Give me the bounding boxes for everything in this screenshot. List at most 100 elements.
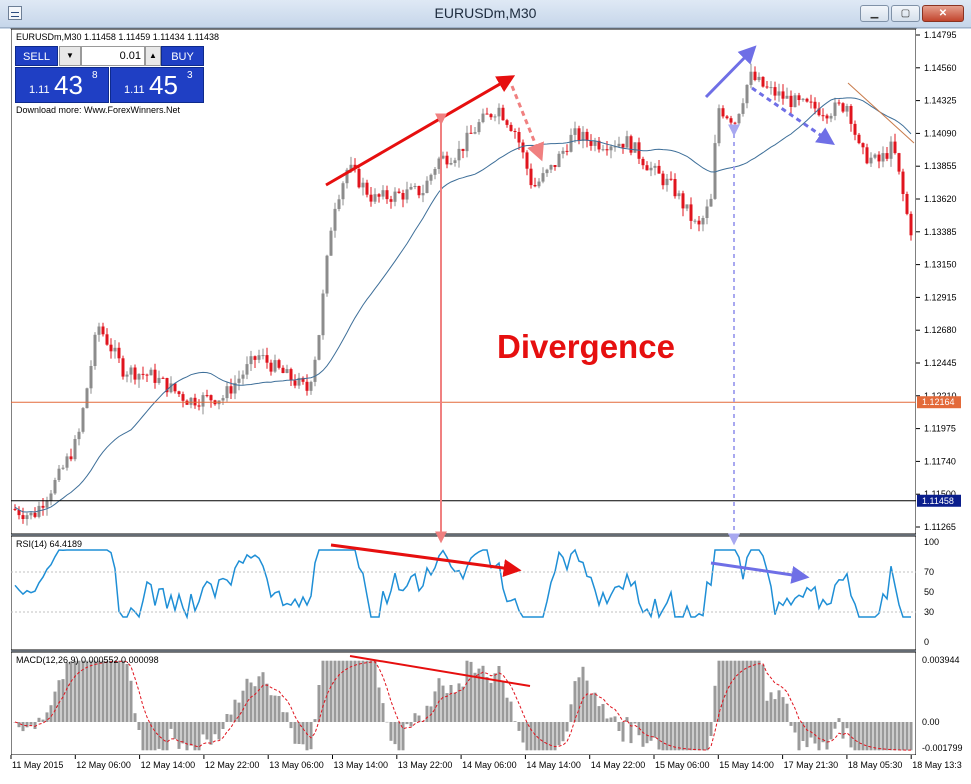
macd-histogram-bar (133, 713, 137, 722)
macd-histogram-bar (289, 722, 293, 729)
macd-histogram-bar (345, 660, 349, 722)
macd-histogram-bar (85, 660, 89, 722)
candle-body (361, 182, 365, 188)
macd-histogram-bar (761, 664, 765, 722)
chart-area[interactable]: 1.14795 1.14560 1.14325 1.14090 1.13855 1.136… (0, 27, 971, 784)
candle-body (229, 386, 233, 394)
macd-panel[interactable] (13, 660, 913, 751)
macd-histogram-bar (41, 719, 45, 722)
macd-histogram-bar (809, 722, 813, 738)
sell-quote[interactable]: 1.11 43 8 (15, 67, 109, 103)
macd-histogram-bar (77, 660, 81, 722)
sell-button[interactable]: SELL (15, 46, 58, 66)
candle-body (273, 360, 277, 372)
macd-histogram-bar (897, 722, 901, 751)
candle-body (205, 395, 209, 397)
macd-histogram-bar (33, 722, 37, 729)
lot-dropdown-button[interactable]: ▼ (59, 46, 81, 66)
candle-body (393, 191, 397, 202)
candle-body (281, 367, 285, 373)
macd-histogram-bar (749, 660, 753, 722)
buy-button[interactable]: BUY (161, 46, 204, 66)
macd-histogram-bar (317, 685, 321, 722)
rsi-tick-label: 70 (924, 567, 934, 577)
candle-body (761, 76, 765, 87)
macd-histogram-bar (105, 660, 109, 722)
macd-histogram-bar (549, 722, 553, 751)
candle-body (77, 431, 81, 440)
macd-histogram-bar (605, 718, 609, 722)
macd-histogram-bar (769, 692, 773, 722)
macd-histogram-bar (157, 722, 161, 749)
buy-quote[interactable]: 1.11 45 3 (110, 67, 204, 103)
macd-histogram-bar (737, 660, 741, 722)
buy-quote-prefix: 1.11 (124, 84, 145, 96)
candle-body (153, 369, 157, 383)
candle-body (549, 165, 553, 170)
macd-histogram-bar (625, 717, 629, 722)
macd-histogram-bar (521, 722, 525, 743)
price-tick-label: 1.12445 (924, 358, 957, 368)
chart-header: EURUSDm,M30 1.11458 1.11459 1.11434 1.11… (16, 32, 219, 42)
macd-histogram-bar (217, 722, 221, 740)
sell-quote-prefix: 1.11 (29, 84, 50, 96)
candle-body (169, 383, 173, 393)
candle-body (337, 199, 341, 209)
candle-body (885, 153, 889, 159)
candle-body (101, 326, 105, 335)
price-tick-label: 1.13620 (924, 194, 957, 204)
macd-histogram-bar (373, 660, 377, 722)
macd-histogram-bar (569, 704, 573, 722)
macd-histogram-bar (665, 722, 669, 751)
candle-body (717, 108, 721, 144)
macd-histogram-bar (661, 722, 665, 751)
macd-histogram-bar (109, 660, 113, 722)
macd-histogram-bar (577, 677, 581, 722)
macd-histogram-bar (349, 660, 353, 722)
candle-body (825, 115, 829, 119)
macd-histogram-bar (525, 722, 529, 751)
macd-histogram-bar (205, 722, 209, 740)
candle-body (873, 154, 877, 158)
sell-quote-pips: 43 (54, 70, 83, 100)
macd-histogram-bar (253, 686, 257, 722)
macd-histogram-bar (441, 685, 445, 722)
candle-body (577, 128, 581, 141)
macd-histogram-bar (473, 672, 477, 722)
candle-body (289, 369, 293, 381)
candle-body (725, 116, 729, 119)
rsi-panel[interactable] (11, 548, 916, 620)
candle-body (297, 377, 301, 386)
price-tick-label: 1.11265 (924, 522, 956, 532)
minimize-button[interactable]: ▁ (860, 5, 889, 22)
price-panel[interactable] (11, 63, 916, 526)
candle-body (109, 344, 113, 352)
macd-histogram-bar (741, 660, 745, 722)
macd-histogram-bar (693, 722, 697, 751)
lot-size-input[interactable]: 0.01 (81, 46, 145, 66)
candle-body (877, 154, 881, 162)
candle-body (709, 198, 713, 207)
macd-histogram-bar (773, 699, 777, 722)
candle-body (641, 158, 645, 166)
rsi-tick-label: 100 (924, 537, 939, 547)
candle-body (129, 367, 133, 375)
macd-histogram-bar (297, 722, 301, 744)
macd-histogram-bar (501, 681, 505, 722)
macd-histogram-bar (681, 722, 685, 751)
lot-increase-button[interactable]: ▲ (145, 46, 161, 66)
macd-histogram-bar (653, 722, 657, 738)
macd-histogram-bar (649, 722, 653, 741)
macd-histogram-bar (393, 722, 397, 745)
close-button[interactable]: ✕ (922, 5, 964, 22)
divergence-label: Divergence (497, 328, 675, 365)
candle-body (481, 113, 485, 123)
macd-histogram-bar (545, 722, 549, 751)
candle-body (749, 71, 753, 85)
maximize-button[interactable]: ▢ (891, 5, 920, 22)
candle-body (881, 153, 885, 162)
macd-histogram-bar (669, 722, 673, 751)
candle-body (833, 102, 837, 116)
macd-histogram-bar (201, 722, 205, 735)
candle-body (125, 374, 129, 377)
